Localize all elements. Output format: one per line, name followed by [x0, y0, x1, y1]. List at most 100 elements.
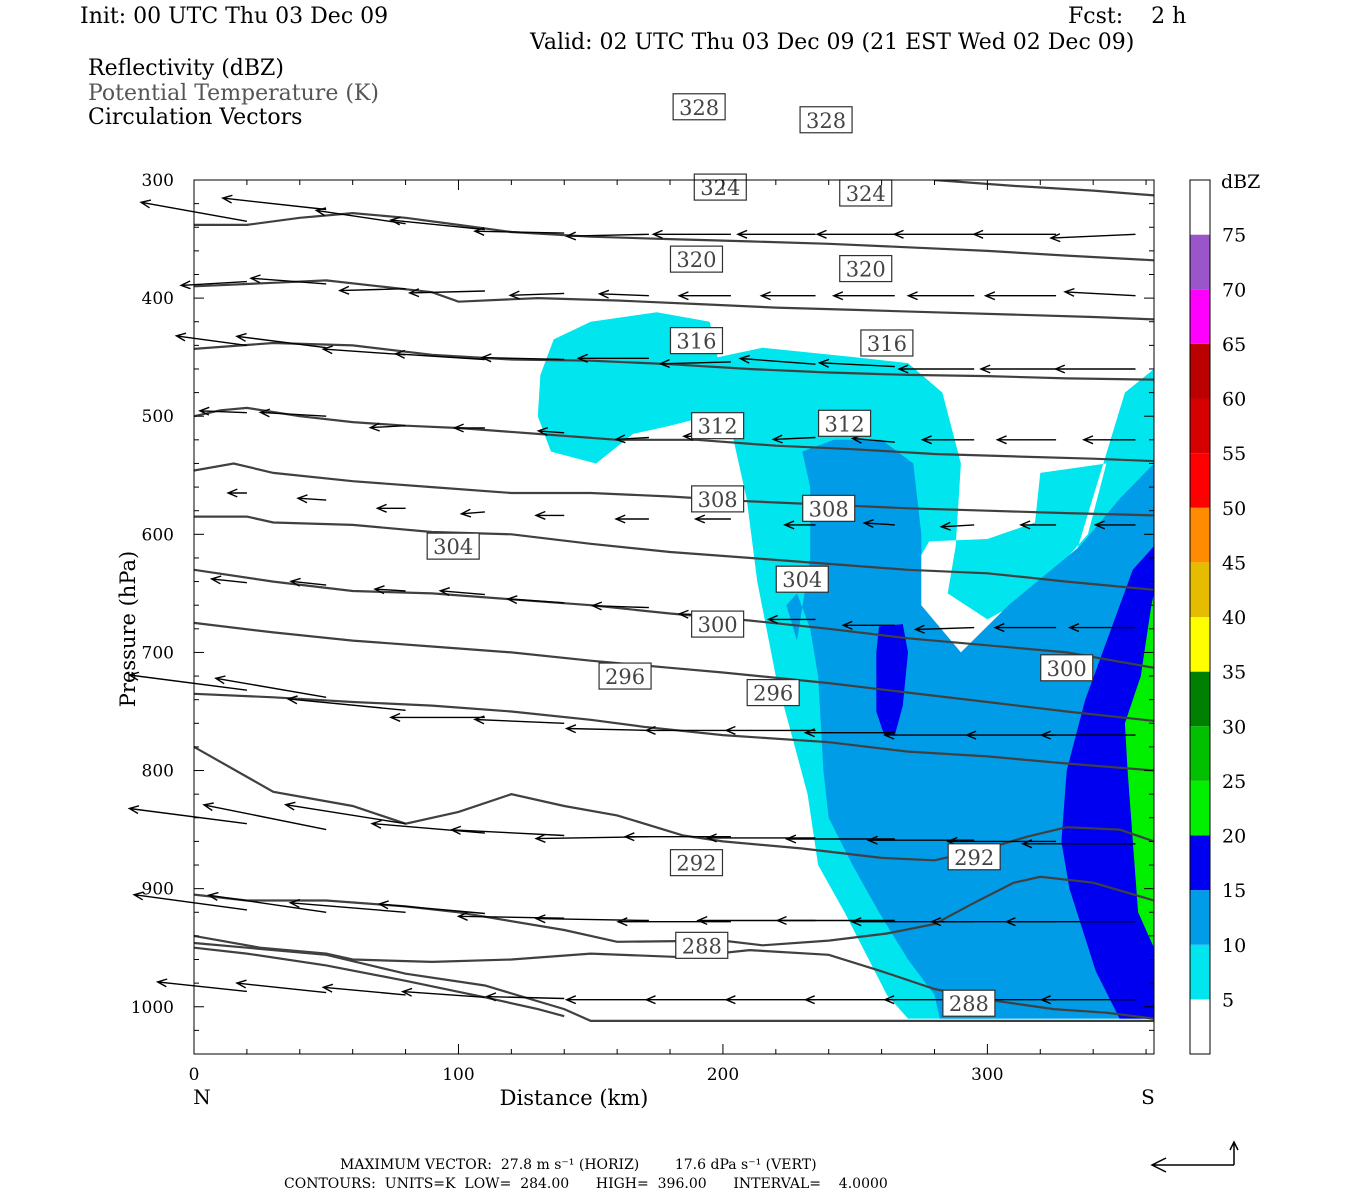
wind-vector-16 [508, 290, 565, 300]
theta-label-304-1: 304 [782, 568, 822, 592]
colorbar-unit-label: dBZ [1221, 171, 1260, 193]
wind-vector-9 [892, 229, 975, 239]
wind-vector-22 [983, 291, 1057, 301]
theta-label-328-0: 328 [679, 96, 719, 120]
y-tick-label-400: 400 [142, 289, 174, 309]
wind-vector-60 [209, 575, 247, 585]
wind-vector-41 [614, 434, 649, 444]
colorbar-bin-14 [1190, 234, 1210, 290]
field-reflectivity: Reflectivity (dBZ) [88, 56, 284, 81]
wind-vector-27 [393, 349, 485, 361]
wind-vector-107 [1004, 917, 1136, 927]
theta-label-292-0: 292 [676, 852, 716, 876]
colorbar-bin-13 [1190, 289, 1210, 344]
theta-label-292-1: 292 [954, 846, 994, 870]
theta-label-box-312-0 [691, 412, 745, 440]
wind-vector-39 [452, 423, 485, 433]
wind-vector-100 [456, 911, 565, 921]
x-tick-label-100: 100 [442, 1065, 474, 1085]
theta-contour-332 [194, 211, 1154, 262]
colorbar-label-15: 15 [1222, 880, 1246, 902]
wind-vector-112 [484, 992, 565, 1002]
y-tick-label-300: 300 [142, 171, 174, 191]
x-end-label-north: N [193, 1085, 211, 1109]
wind-vector-116 [803, 995, 895, 1005]
colorbar-label-65: 65 [1222, 334, 1246, 356]
theta-contour-280 [194, 946, 565, 1018]
reflectivity-region-10dbz-1 [786, 439, 1154, 1019]
wind-vector-33 [897, 364, 975, 374]
theta-contour-296 [194, 745, 1154, 862]
colorbar-bin-5 [1190, 726, 1210, 781]
wind-vector-71 [1067, 623, 1136, 633]
wind-vector-54 [693, 514, 731, 524]
wind-vector-85 [202, 802, 327, 831]
theta-label-300-0: 300 [698, 613, 738, 637]
wind-vector-53 [614, 514, 649, 524]
colorbar-bin-0 [1190, 999, 1210, 1054]
theta-label-box-320-0 [669, 245, 724, 273]
wind-vector-75 [389, 712, 485, 722]
theta-label-box-316-1 [860, 329, 914, 357]
wind-vector-19 [759, 291, 816, 301]
wind-vector-67 [766, 614, 816, 624]
wind-vector-90 [623, 832, 731, 842]
wind-vector-96 [132, 891, 247, 911]
wind-vector-73 [214, 675, 327, 698]
field-circulation-vectors: Circulation Vectors [88, 105, 303, 130]
wind-vector-30 [658, 358, 731, 369]
theta-label-box-300-1 [1040, 654, 1094, 682]
wind-vector-50 [375, 503, 406, 513]
wind-vector-29 [576, 353, 649, 363]
field-potential-temperature: Potential Temperature (K) [88, 81, 379, 106]
theta-label-box-304-1 [775, 565, 829, 593]
theta-label-box-288-1 [942, 989, 996, 1017]
colorbar-bin-10 [1190, 453, 1210, 508]
colorbar-label-5: 5 [1222, 989, 1234, 1011]
wind-vector-78 [644, 725, 731, 735]
theta-contour-316 [194, 462, 1154, 517]
wind-vector-69 [913, 624, 975, 634]
wind-vector-7 [736, 229, 816, 239]
wind-vector-92 [784, 834, 895, 844]
colorbar-bin-15 [1190, 180, 1210, 235]
wind-vector-77 [564, 724, 649, 734]
theta-contour-284 [194, 941, 1154, 1023]
colorbar-bin-3 [1190, 835, 1210, 891]
wind-vector-32 [817, 358, 895, 368]
wind-vector-81 [883, 730, 975, 740]
wind-vector-91 [705, 833, 816, 843]
colorbar-label-25: 25 [1222, 771, 1246, 793]
theta-label-312-0: 312 [698, 415, 738, 439]
wind-vector-115 [724, 995, 816, 1005]
colorbar-bin-2 [1190, 890, 1210, 945]
theta-label-box-288-0 [675, 931, 729, 959]
wind-vector-101 [534, 914, 649, 924]
theta-label-320-0: 320 [676, 248, 716, 272]
reflectivity-region-20dbz-4 [1124, 593, 1154, 948]
wind-vector-37 [258, 408, 327, 418]
y-tick-label-900: 900 [142, 880, 174, 900]
wind-vector-52 [534, 510, 565, 520]
colorbar-label-20: 20 [1222, 826, 1246, 848]
wind-vector-95 [1020, 839, 1136, 849]
reference-vector [1150, 1140, 1239, 1173]
x-axis-label: Distance (km) [500, 1086, 649, 1110]
theta-label-box-328-1 [799, 106, 853, 134]
wind-vector-31 [738, 354, 816, 365]
theta-label-box-292-1 [947, 843, 1001, 871]
wind-vector-56 [862, 519, 895, 529]
wind-vector-13 [249, 274, 327, 285]
theta-label-304-0: 304 [433, 535, 473, 559]
theta-contour-336 [934, 180, 1154, 197]
wind-vector-98 [288, 898, 406, 913]
wind-vector-5 [564, 231, 649, 241]
plot-frame [193, 179, 1155, 1055]
theta-label-316-1: 316 [867, 332, 907, 356]
wind-vector-51 [459, 508, 485, 518]
colorbar-bin-12 [1190, 343, 1210, 399]
wind-vector-40 [536, 426, 565, 437]
colorbar-label-40: 40 [1222, 607, 1246, 629]
init-time: Init: 00 UTC Thu 03 Dec 09 [80, 4, 389, 29]
